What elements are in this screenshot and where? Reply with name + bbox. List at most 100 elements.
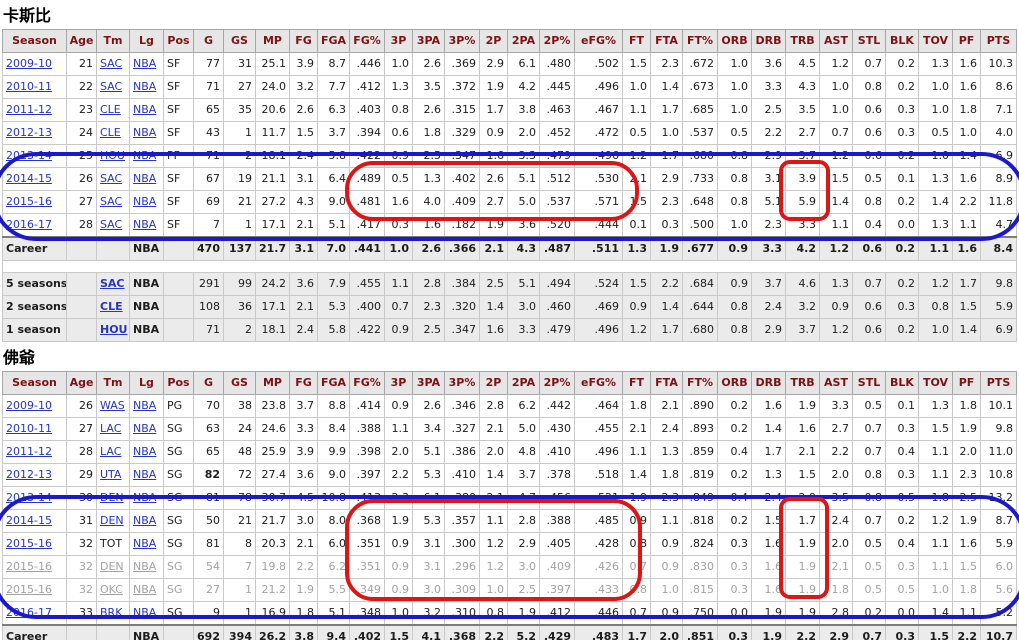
league-link[interactable]: NBA — [133, 537, 157, 550]
season-link[interactable]: 2012-13 — [6, 126, 52, 139]
team-link[interactable]: HOU — [100, 149, 125, 162]
team-link[interactable]: OKC — [100, 583, 123, 596]
league-link[interactable]: NBA — [133, 103, 157, 116]
stat-cell: 10.8 — [988, 468, 1014, 481]
stat-cell: .672 — [689, 57, 715, 70]
team-link[interactable]: CLE — [100, 126, 121, 139]
stat-cell: 5.1 — [328, 218, 347, 231]
stat-cell: 0.8 — [391, 103, 410, 116]
stat-cell: 4.7 — [518, 491, 537, 504]
stat-cell: 2.5 — [959, 491, 978, 504]
stat-cell: 2.7 — [831, 422, 850, 435]
league-link[interactable]: NBA — [133, 583, 157, 596]
league-link[interactable]: NBA — [133, 195, 157, 208]
team-link[interactable]: HOU — [100, 323, 128, 336]
season-link[interactable]: 2009-10 — [6, 57, 52, 70]
season-link[interactable]: 2015-16 — [6, 560, 52, 573]
team-link[interactable]: BRK — [100, 606, 123, 619]
team-link[interactable]: WAS — [100, 399, 125, 412]
league-link[interactable]: NBA — [133, 468, 157, 481]
season-link[interactable]: 2016-17 — [6, 218, 52, 231]
stat-cell: 1.0 — [931, 149, 950, 162]
stat-cell: 3.0 — [518, 560, 537, 573]
league-link[interactable]: NBA — [133, 399, 157, 412]
stat-cell: 1.5 — [764, 514, 783, 527]
team-link[interactable]: SAC — [100, 195, 123, 208]
season-link[interactable]: 2015-16 — [6, 195, 52, 208]
league-link[interactable]: NBA — [133, 560, 157, 573]
league-link[interactable]: NBA — [133, 80, 157, 93]
stat-cell: 8.4 — [328, 422, 347, 435]
league-link[interactable]: NBA — [133, 491, 157, 504]
season-link[interactable]: 2010-11 — [6, 422, 52, 435]
league-link[interactable]: NBA — [133, 514, 157, 527]
season-link[interactable]: 2010-11 — [6, 80, 52, 93]
col-header-blk: BLK — [885, 371, 919, 395]
league-link[interactable]: NBA — [133, 218, 157, 231]
spacer-row — [2, 260, 1017, 273]
stat-cell: 2.7 — [798, 126, 817, 139]
team-link[interactable]: DEN — [100, 514, 124, 527]
team-link[interactable]: LAC — [100, 445, 122, 458]
team-link[interactable]: DEN — [100, 491, 124, 504]
stat-cell: 0.5 — [864, 537, 883, 550]
league-link[interactable]: NBA — [133, 606, 157, 619]
team-link[interactable]: SAC — [100, 218, 123, 231]
stat-cell: 2.0 — [391, 445, 410, 458]
season-link[interactable]: 2013-14 — [6, 491, 52, 504]
stat-cell: 1.9 — [959, 514, 978, 527]
stat-cell: 0.0 — [897, 218, 916, 231]
team-link[interactable]: SAC — [100, 172, 123, 185]
stat-cell: 27 — [238, 80, 252, 93]
stat-cell: 1.5 — [831, 172, 850, 185]
season-link[interactable]: 2011-12 — [6, 103, 52, 116]
stat-cell: 1.5 — [389, 630, 410, 640]
col-header-3p: 3P — [384, 29, 413, 53]
team-link[interactable]: LAC — [100, 422, 122, 435]
team-link[interactable]: SAC — [100, 80, 123, 93]
stat-cell: 0.9 — [661, 537, 680, 550]
stat-cell: 22 — [79, 80, 93, 93]
stat-cell: 2.1 — [486, 422, 505, 435]
stat-cell: 1.4 — [486, 300, 505, 313]
team-link[interactable]: CLE — [100, 103, 121, 116]
season-link[interactable]: 2013-14 — [6, 149, 52, 162]
stat-cell: .296 — [451, 560, 477, 573]
stat-cell: 2.6 — [296, 103, 315, 116]
league-label: NBA — [133, 277, 160, 290]
stat-cell: 1.6 — [764, 583, 783, 596]
stat-cell: 0.2 — [730, 514, 749, 527]
position-cell: SF — [167, 195, 181, 208]
season-link[interactable]: 2012-13 — [6, 468, 52, 481]
season-link[interactable]: 2011-12 — [6, 445, 52, 458]
team-link[interactable]: CLE — [100, 300, 123, 313]
table-row: 2009-10 21 SAC NBA SF 77 31 25.1 3.9 8.7 .446 1.0 2.… — [2, 52, 1017, 76]
stat-cell: .409 — [451, 195, 477, 208]
season-link[interactable]: 2016-17 — [6, 606, 52, 619]
stat-cell: 1 — [245, 126, 252, 139]
team-link[interactable]: UTA — [100, 468, 122, 481]
stat-cell: 0.8 — [730, 300, 749, 313]
league-link[interactable]: NBA — [133, 57, 157, 70]
stat-cell: 6.0 — [995, 560, 1014, 573]
league-link[interactable]: NBA — [133, 445, 157, 458]
stat-cell: 1.4 — [931, 606, 950, 619]
league-link[interactable]: NBA — [133, 422, 157, 435]
stat-cell: 3.1 — [764, 172, 783, 185]
league-link[interactable]: NBA — [133, 126, 157, 139]
team-link[interactable]: SAC — [100, 277, 125, 290]
stat-cell: 21 — [238, 514, 252, 527]
team-link[interactable]: SAC — [100, 57, 123, 70]
season-link[interactable]: 2015-16 — [6, 583, 52, 596]
team-link[interactable]: DEN — [100, 560, 124, 573]
season-link[interactable]: 2009-10 — [6, 399, 52, 412]
season-link[interactable]: 2015-16 — [6, 537, 52, 550]
league-link[interactable]: NBA — [133, 149, 157, 162]
stat-cell: 0.8 — [730, 195, 749, 208]
season-link[interactable]: 2014-15 — [6, 514, 52, 527]
season-link[interactable]: 2014-15 — [6, 172, 52, 185]
league-link[interactable]: NBA — [133, 172, 157, 185]
stat-cell: 67 — [206, 172, 220, 185]
col-header-pts: PTS — [980, 29, 1017, 53]
stat-cell: 1.0 — [831, 80, 850, 93]
